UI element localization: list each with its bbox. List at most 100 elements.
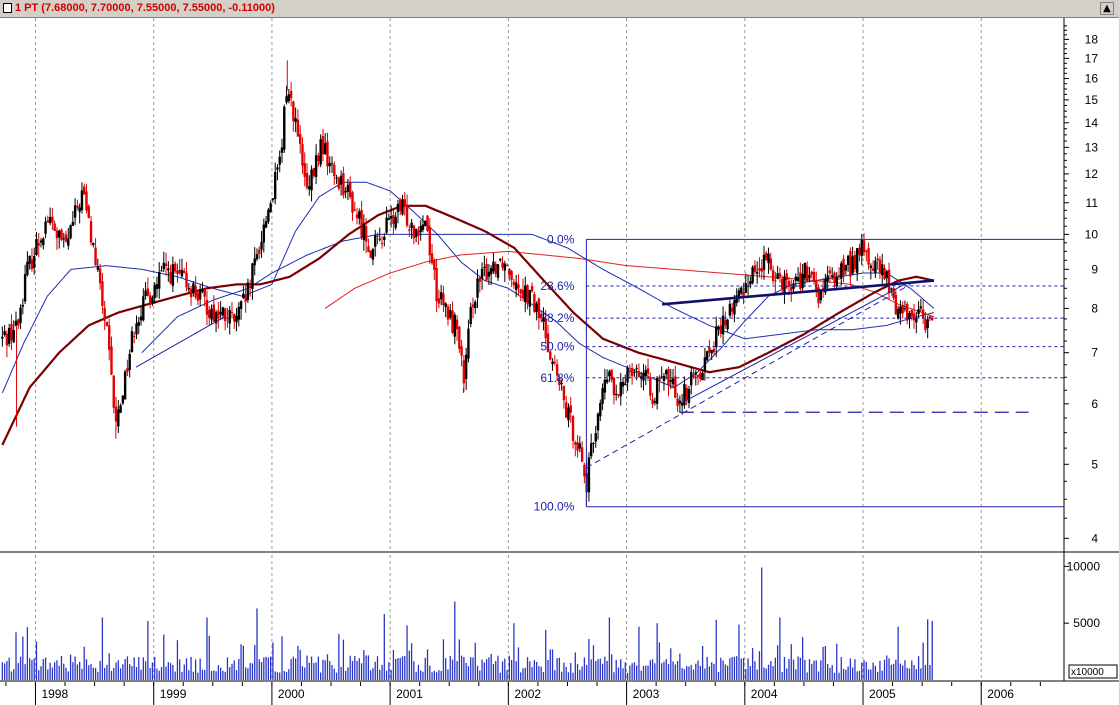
candle-up bbox=[567, 407, 570, 421]
candle-down bbox=[871, 268, 875, 271]
candle-up bbox=[424, 220, 427, 226]
candle-down bbox=[380, 242, 384, 244]
candle-up bbox=[80, 190, 84, 211]
candle-up bbox=[308, 186, 311, 190]
candle-down bbox=[833, 272, 836, 283]
candle-down bbox=[646, 368, 650, 374]
candle-up bbox=[48, 217, 52, 224]
candle-down bbox=[658, 378, 661, 382]
fib-level-label: 38.2% bbox=[540, 311, 574, 325]
candle-up bbox=[371, 249, 375, 260]
x-tick-label: 2005 bbox=[869, 687, 896, 701]
candle-down bbox=[248, 286, 252, 288]
candle-up bbox=[121, 395, 125, 404]
candle-up bbox=[794, 276, 798, 281]
candle-up bbox=[319, 139, 322, 165]
candle-down bbox=[10, 324, 13, 341]
candle-up bbox=[410, 222, 413, 229]
candle-down bbox=[876, 258, 879, 261]
volume-bars bbox=[1, 567, 933, 680]
candle-up bbox=[32, 256, 36, 268]
candle-down bbox=[508, 269, 511, 276]
candle-down bbox=[98, 268, 102, 284]
candle-down bbox=[360, 209, 363, 238]
candle-down bbox=[696, 374, 700, 377]
candle-up bbox=[726, 319, 729, 330]
candle-up bbox=[783, 276, 786, 294]
candle-up bbox=[801, 273, 804, 289]
trendline-2 bbox=[661, 279, 935, 306]
candle-down bbox=[910, 310, 913, 317]
candle-up bbox=[39, 240, 43, 243]
candle-up bbox=[7, 327, 11, 344]
candle-up bbox=[896, 308, 900, 319]
candle-down bbox=[842, 258, 845, 276]
candle-up bbox=[908, 313, 911, 319]
candle-up bbox=[269, 203, 272, 212]
x-tick-label: 2003 bbox=[633, 687, 660, 701]
candle-down bbox=[217, 310, 220, 319]
candle-down bbox=[610, 369, 613, 381]
candle-down bbox=[51, 216, 54, 223]
candles bbox=[1, 60, 934, 507]
candle-up bbox=[594, 433, 597, 442]
candle-up bbox=[551, 361, 554, 365]
fib-level-label: 100.0% bbox=[534, 500, 575, 514]
candle-up bbox=[276, 167, 279, 170]
candle-up bbox=[78, 207, 81, 212]
candle-up bbox=[28, 255, 31, 264]
candle-up bbox=[890, 288, 893, 290]
candle-down bbox=[85, 191, 88, 211]
candle-up bbox=[264, 221, 268, 228]
window-menu-icon[interactable] bbox=[3, 3, 12, 13]
x-tick-label: 2004 bbox=[751, 687, 778, 701]
candle-down bbox=[719, 325, 722, 334]
candle-down bbox=[226, 317, 229, 319]
candle-down bbox=[526, 285, 529, 304]
candle-down bbox=[428, 227, 431, 256]
candle-down bbox=[928, 316, 932, 318]
candle-up bbox=[824, 278, 827, 293]
candle-down bbox=[133, 335, 136, 337]
candle-up bbox=[587, 457, 591, 493]
candle-down bbox=[617, 394, 620, 396]
candle-up bbox=[21, 304, 25, 307]
candle-down bbox=[787, 280, 791, 287]
candle-down bbox=[205, 299, 209, 315]
candle-down bbox=[753, 265, 757, 272]
candle-down bbox=[724, 319, 727, 326]
scroll-up-button[interactable]: ▲ bbox=[1100, 2, 1114, 15]
candle-up bbox=[339, 175, 343, 185]
candle-down bbox=[108, 325, 111, 350]
candle-up bbox=[740, 287, 743, 294]
candle-up bbox=[35, 239, 38, 255]
y-tick-label: 4 bbox=[1091, 531, 1098, 545]
candle-up bbox=[808, 274, 811, 279]
candle-up bbox=[717, 326, 720, 330]
candle-up bbox=[690, 372, 693, 386]
candle-down bbox=[196, 292, 200, 301]
candle-down bbox=[778, 273, 782, 277]
candle-down bbox=[544, 318, 547, 339]
candle-up bbox=[137, 321, 140, 326]
candle-down bbox=[676, 398, 679, 406]
candle-down bbox=[765, 252, 768, 261]
fib-level-label: 23.6% bbox=[540, 279, 574, 293]
candle-up bbox=[535, 303, 538, 312]
candle-up bbox=[273, 172, 277, 200]
candle-down bbox=[146, 288, 150, 296]
candle-up bbox=[44, 221, 47, 234]
fibonacci-retracement: 0.0% 23.6% 38.2% 50.0% 61.8% 100.0% bbox=[534, 232, 1064, 514]
candle-down bbox=[258, 249, 261, 255]
moving-average-darkred-3 bbox=[1, 204, 935, 446]
x-tick-label: 2001 bbox=[396, 687, 423, 701]
candle-down bbox=[94, 247, 97, 266]
candle-down bbox=[858, 247, 861, 255]
candle-up bbox=[267, 209, 270, 222]
candle-down bbox=[460, 346, 463, 356]
candle-up bbox=[744, 283, 748, 293]
fib-level-label: 50.0% bbox=[540, 340, 574, 354]
candle-up bbox=[819, 291, 823, 301]
candle-up bbox=[62, 238, 65, 240]
candle-down bbox=[828, 270, 832, 274]
